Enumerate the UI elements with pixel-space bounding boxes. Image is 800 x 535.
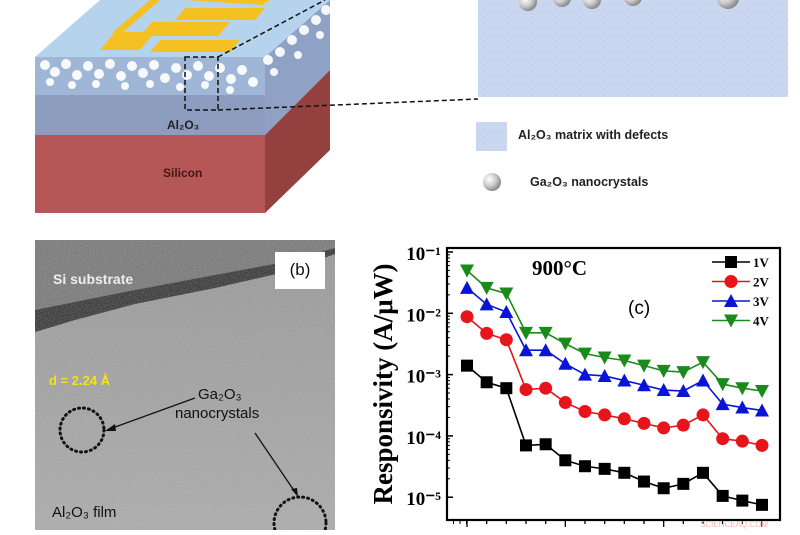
- panel-c-label: (c): [628, 298, 650, 319]
- panel-b-label: (b): [289, 260, 311, 279]
- nanocrystal-label-formula: Ga₂O₃: [198, 386, 242, 403]
- legend-label: 1V: [753, 255, 770, 270]
- device-schematic-panel: Al₂O₃ Silicon Al₂O₃ matrix with defects …: [0, 0, 800, 225]
- al2o3-film-label: Al₂O₃ film: [52, 504, 117, 521]
- y-tick-label: 10⁻²: [406, 305, 441, 326]
- y-axis-label: Responsivity (A/μW): [368, 263, 398, 504]
- zoomed-matrix-region: [478, 0, 788, 97]
- responsivity-chart: 10⁻¹ 10⁻² 10⁻³ 10⁻⁴ 10⁻⁵ Responsivity (A/μW) 9…: [368, 244, 782, 529]
- matrix-swatch-icon: [476, 122, 507, 151]
- series-1V: [461, 359, 768, 511]
- silicon-layer-label: Silicon: [163, 166, 203, 180]
- y-tick-label: 10⁻⁵: [406, 489, 441, 510]
- tem-image-panel: (b) Si substrate d = 2.24 Å Ga₂O₃ nanocr…: [35, 240, 335, 530]
- legend-nanocrystal-label: Ga₂O₃ nanocrystals: [530, 175, 649, 189]
- nanocrystal-sphere-icon: [483, 173, 501, 191]
- chart-legend: 1V 2V 3V 4V: [712, 255, 770, 329]
- legend-label: 2V: [753, 275, 770, 290]
- tem-micrograph: [35, 240, 335, 530]
- y-tick-label: 10⁻³: [406, 367, 441, 388]
- panel-b-label-box: [275, 252, 325, 289]
- silicon-layer: [35, 135, 265, 213]
- plot-frame: [445, 246, 782, 522]
- oxide-layer-label: Al₂O₃: [167, 118, 200, 132]
- nanocrystal-label-text: nanocrystals: [175, 405, 260, 422]
- y-tick-label: 10⁻¹: [406, 244, 441, 265]
- series-3V: [460, 280, 769, 417]
- interdigitated-electrodes: [100, 0, 270, 52]
- legend-label: 3V: [753, 294, 770, 309]
- responsivity-chart-panel: 10⁻¹ 10⁻² 10⁻³ 10⁻⁴ 10⁻⁵ Responsivity (A/μW) 9…: [360, 232, 800, 530]
- si-substrate-label: Si substrate: [53, 271, 134, 287]
- y-tick-label: 10⁻⁴: [406, 428, 441, 449]
- watermark: SCIENCEAQ.COM: [700, 520, 768, 529]
- d-spacing-label: d = 2.24 Å: [49, 373, 111, 388]
- series-2V: [460, 310, 769, 452]
- device-schematic-diagram: [35, 0, 788, 213]
- series-4V: [460, 264, 769, 399]
- legend-matrix-label: Al₂O₃ matrix with defects: [518, 128, 669, 142]
- legend-label: 4V: [753, 314, 770, 329]
- chart-title: 900°C: [532, 256, 587, 280]
